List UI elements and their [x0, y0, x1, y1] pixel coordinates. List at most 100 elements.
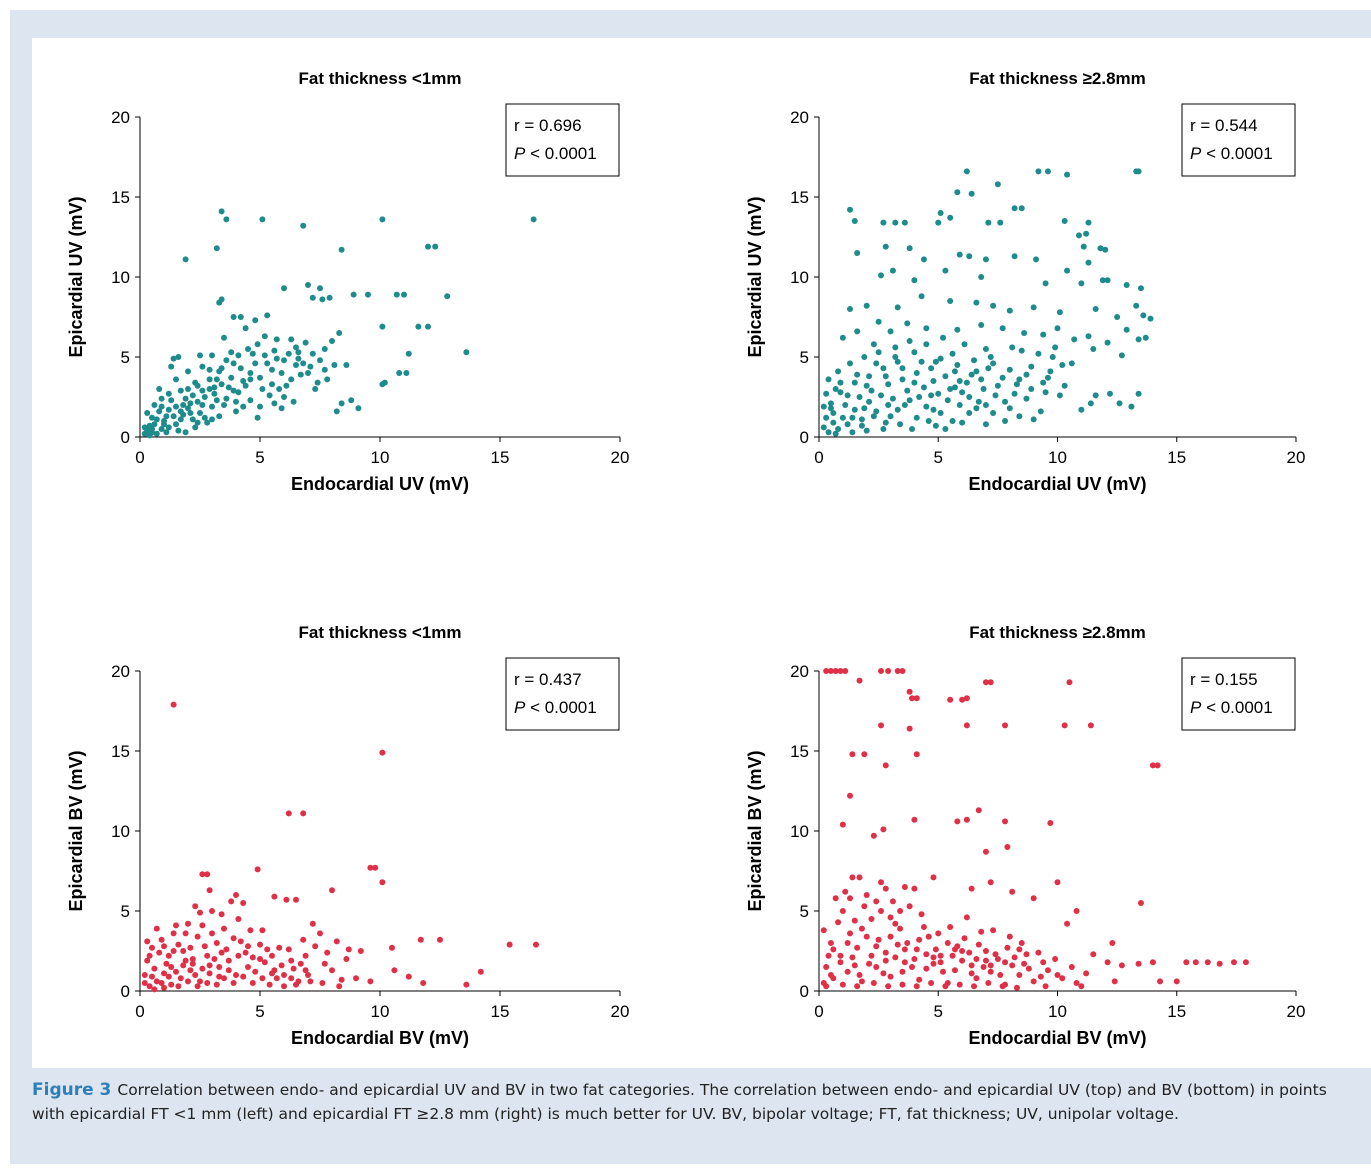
- data-point: [206, 386, 213, 392]
- data-point: [240, 973, 247, 980]
- data-point: [1183, 959, 1190, 966]
- y-axis-label: Epicardial BV (mV): [745, 750, 765, 911]
- data-point: [873, 943, 880, 950]
- data-point: [151, 402, 158, 408]
- data-point: [281, 394, 287, 400]
- data-point: [269, 366, 275, 373]
- data-point: [530, 216, 537, 223]
- data-point: [1097, 245, 1104, 252]
- data-point: [954, 189, 961, 196]
- data-point: [870, 341, 877, 348]
- data-point: [911, 349, 918, 356]
- data-point: [206, 962, 213, 969]
- y-tick-label: 5: [800, 902, 809, 921]
- data-point: [863, 382, 870, 389]
- data-point: [177, 416, 184, 423]
- data-point: [1135, 336, 1142, 343]
- data-point: [319, 296, 326, 303]
- data-point: [199, 922, 206, 929]
- data-point: [985, 980, 992, 986]
- data-point: [204, 871, 211, 878]
- data-point: [1087, 722, 1094, 729]
- data-point: [285, 946, 292, 953]
- data-point: [837, 668, 844, 674]
- data-point: [844, 421, 851, 428]
- data-point: [182, 429, 189, 436]
- data-point: [999, 374, 1006, 381]
- data-point: [259, 975, 266, 982]
- data-point: [338, 976, 345, 983]
- stats-box: [505, 103, 620, 177]
- data-point: [156, 949, 163, 956]
- data-point: [305, 282, 311, 288]
- data-point: [1087, 400, 1094, 407]
- data-point: [194, 983, 201, 990]
- data-point: [963, 722, 970, 729]
- data-point: [978, 274, 985, 280]
- x-axis-label: Endocardial BV (mV): [968, 1028, 1146, 1048]
- data-point: [847, 792, 854, 799]
- data-point: [269, 970, 275, 977]
- data-point: [218, 911, 225, 918]
- data-point: [235, 389, 242, 396]
- data-point: [832, 895, 839, 902]
- data-point: [847, 360, 854, 367]
- data-point: [1009, 888, 1016, 895]
- data-point: [1135, 390, 1142, 397]
- x-axis-label: Endocardial UV (mV): [968, 474, 1146, 494]
- data-point: [278, 405, 285, 412]
- data-point: [837, 379, 844, 386]
- data-point: [321, 960, 328, 967]
- data-point: [204, 419, 211, 426]
- data-point: [1071, 336, 1078, 343]
- data-point: [175, 941, 182, 948]
- data-point: [170, 413, 177, 420]
- data-point: [851, 379, 858, 386]
- data-point: [918, 911, 925, 918]
- data-point: [949, 952, 956, 959]
- data-point: [187, 944, 194, 951]
- chart-title: Fat thickness <1mm: [299, 623, 462, 642]
- data-point: [820, 927, 827, 934]
- data-point: [973, 368, 980, 375]
- data-point: [321, 366, 328, 373]
- data-point: [882, 762, 889, 769]
- data-point: [187, 400, 194, 407]
- data-point: [837, 389, 844, 396]
- data-point: [153, 416, 160, 423]
- data-point: [904, 387, 911, 394]
- data-point: [175, 427, 182, 434]
- data-point: [1085, 333, 1092, 340]
- data-point: [216, 973, 223, 980]
- data-point: [158, 403, 165, 410]
- data-point: [1085, 219, 1092, 226]
- data-point: [997, 219, 1004, 226]
- data-point: [254, 341, 261, 348]
- data-point: [266, 981, 273, 988]
- data-point: [1040, 331, 1047, 338]
- data-point: [863, 427, 870, 434]
- data-point: [1106, 390, 1113, 397]
- data-point: [878, 392, 885, 399]
- data-point: [951, 967, 958, 974]
- data-point: [916, 936, 923, 943]
- data-point: [247, 376, 254, 383]
- data-point: [894, 941, 901, 948]
- data-point: [1030, 304, 1037, 311]
- data-point: [281, 357, 287, 364]
- y-tick-label: 5: [121, 348, 130, 367]
- data-point: [849, 874, 856, 881]
- data-point: [252, 968, 259, 975]
- data-point: [1064, 920, 1071, 927]
- data-point: [837, 952, 844, 959]
- data-point: [149, 426, 155, 432]
- data-point: [163, 960, 170, 967]
- data-point: [875, 349, 882, 356]
- data-point: [901, 402, 908, 408]
- data-point: [825, 429, 832, 436]
- data-point: [237, 365, 244, 372]
- data-point: [1042, 983, 1049, 990]
- data-point: [189, 956, 196, 962]
- data-point: [295, 355, 302, 362]
- data-point: [882, 885, 889, 892]
